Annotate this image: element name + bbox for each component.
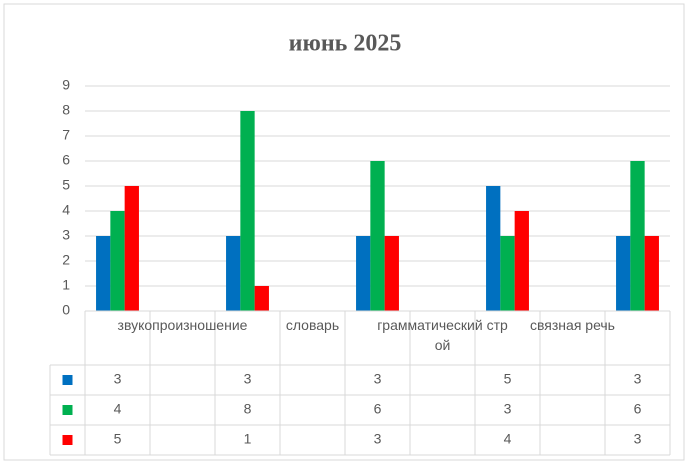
bar: [616, 236, 631, 311]
x-tick-label: звукопроизношение: [117, 317, 248, 333]
table-value: 3: [244, 371, 252, 387]
table-value: 3: [504, 401, 512, 417]
y-tick-label: 9: [62, 77, 70, 93]
category-label-box: грамматический строй: [377, 317, 508, 353]
bar: [254, 286, 269, 311]
y-tick-label: 8: [62, 102, 70, 118]
bar: [110, 211, 125, 311]
bar: [644, 236, 659, 311]
table-value: 3: [374, 371, 382, 387]
y-tick-label: 7: [62, 127, 70, 143]
bar: [486, 186, 501, 311]
table-value: 4: [114, 401, 122, 417]
category-label-box: связная речь: [530, 317, 615, 333]
chart-frame: [3, 3, 685, 461]
x-tick-label: грамматический строй: [377, 317, 508, 353]
y-tick-label: 3: [62, 227, 70, 243]
bar: [514, 211, 529, 311]
table-value: 6: [374, 401, 382, 417]
bar: [356, 236, 371, 311]
y-tick-label: 2: [62, 252, 70, 268]
x-tick-label: словарь: [285, 317, 340, 333]
bar: [500, 236, 515, 311]
y-tick-label: 6: [62, 152, 70, 168]
y-tick-label: 0: [62, 302, 70, 318]
bar: [124, 186, 139, 311]
table-value: 5: [114, 431, 122, 447]
x-tick-label: связная речь: [530, 317, 615, 333]
category-label-box: словарь: [285, 317, 340, 333]
table-value: 5: [504, 371, 512, 387]
bar: [384, 236, 399, 311]
category-label-box: звукопроизношение: [117, 317, 248, 333]
bar: [226, 236, 241, 311]
table-value: 3: [634, 371, 642, 387]
bar: [96, 236, 111, 311]
table-value: 3: [634, 431, 642, 447]
y-tick-label: 5: [62, 177, 70, 193]
table-value: 3: [374, 431, 382, 447]
legend-key: [62, 435, 73, 445]
bar: [370, 161, 385, 311]
table-value: 3: [114, 371, 122, 387]
y-tick-label: 4: [62, 202, 70, 218]
table-value: 1: [244, 431, 252, 447]
legend-key: [62, 375, 73, 385]
bar: [630, 161, 645, 311]
legend-key: [62, 405, 73, 415]
y-tick-label: 1: [62, 277, 70, 293]
bar: [240, 111, 255, 311]
chart-title: июнь 2025: [289, 31, 402, 57]
table-value: 6: [634, 401, 642, 417]
table-value: 8: [244, 401, 252, 417]
table-value: 4: [504, 431, 512, 447]
